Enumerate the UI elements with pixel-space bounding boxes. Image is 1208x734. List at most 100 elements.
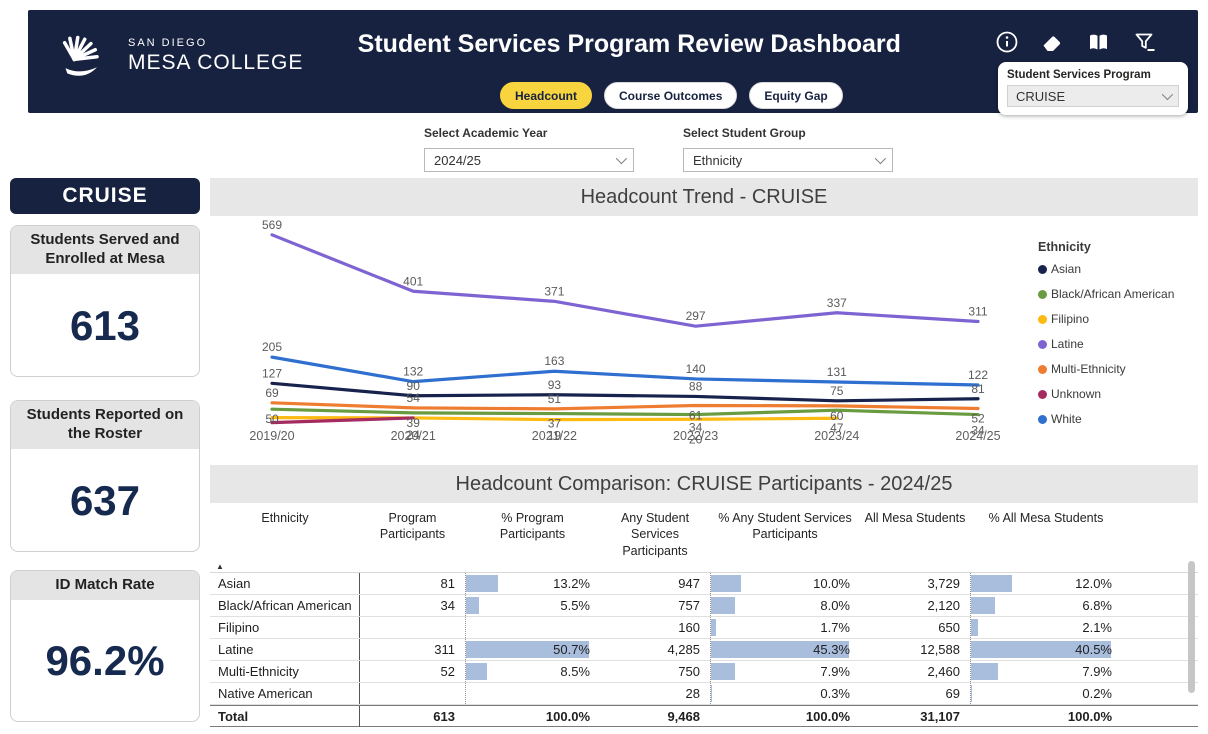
- column-header--any-student-services-participants[interactable]: % Any Student Services Participants: [718, 511, 852, 542]
- data-label: 34: [971, 424, 985, 438]
- cell-value: 7.9%: [710, 660, 860, 682]
- cell-value: 757: [600, 595, 710, 616]
- legend-item-multi-ethnicity[interactable]: Multi-Ethnicity: [1038, 362, 1196, 376]
- cell-value: 13.2%: [465, 572, 600, 594]
- column-header-all-mesa-students[interactable]: All Mesa Students: [864, 511, 966, 525]
- student-group-dropdown[interactable]: Ethnicity: [683, 148, 893, 172]
- headcount-trend-panel: Headcount Trend - CRUISE 569 205 127 69 50 20…: [210, 178, 1198, 458]
- cell-text: Multi-Ethnicity: [218, 663, 299, 679]
- cell-value: 34: [360, 595, 465, 616]
- cell-value: 0.2%: [970, 682, 1122, 704]
- eraser-icon[interactable]: [1039, 30, 1065, 54]
- x-axis-label: 2023/24: [814, 429, 859, 443]
- cell-text: 10.0%: [813, 575, 850, 591]
- chevron-down-icon: [1161, 88, 1174, 101]
- kpi-card-value: 613: [69, 301, 141, 349]
- table-body: Asian 81 13.2% 947 10.0% 3,729 12.0% Black/Afri…: [210, 571, 1198, 727]
- cell-text: 28: [685, 685, 700, 701]
- program-slicer-dropdown[interactable]: CRUISE: [1007, 85, 1179, 107]
- cell-text: 52: [440, 663, 455, 679]
- cell-value: 3,729: [860, 573, 970, 594]
- page-title: Student Services Program Review Dashboar…: [357, 30, 901, 58]
- column-header--all-mesa-students[interactable]: % All Mesa Students: [988, 511, 1104, 525]
- cell-text: 5.5%: [560, 597, 590, 613]
- cell-text: 12,588: [920, 641, 960, 657]
- filter-icon[interactable]: [1132, 30, 1158, 54]
- tab-course-outcomes[interactable]: Course Outcomes: [604, 82, 738, 109]
- cell-text: Asian: [218, 575, 251, 591]
- cell-value: 8.5%: [465, 660, 600, 682]
- cell-text: 613: [433, 708, 455, 724]
- tab-headcount[interactable]: Headcount: [500, 82, 593, 109]
- legend-dot: [1038, 264, 1047, 274]
- data-label: 205: [262, 340, 282, 354]
- cell-value: 28: [600, 683, 710, 704]
- cell-text: 9,468: [667, 708, 700, 724]
- cell-value: 2,120: [860, 595, 970, 616]
- cell-text: 6.8%: [1082, 597, 1112, 613]
- cell-text: 50.7%: [553, 641, 590, 657]
- row-label: Multi-Ethnicity: [210, 660, 360, 682]
- table-scrollbar[interactable]: [1188, 561, 1195, 693]
- cell-text: 8.5%: [560, 663, 590, 679]
- cell-text: 100.0%: [545, 708, 590, 724]
- chevron-down-icon: [615, 152, 628, 165]
- legend-item-asian[interactable]: Asian: [1038, 262, 1196, 276]
- cell-text: 69: [945, 685, 960, 701]
- data-bar: [971, 574, 1012, 592]
- cell-value: 31,107: [860, 706, 970, 727]
- series-line-filipino: [270, 416, 839, 422]
- row-label: Total: [210, 705, 360, 727]
- data-label: 47: [830, 421, 844, 435]
- legend-dot: [1038, 339, 1047, 349]
- cell-value: 100.0%: [970, 706, 1122, 727]
- book-icon[interactable]: [1085, 30, 1112, 54]
- legend-item-filipino[interactable]: Filipino: [1038, 312, 1196, 326]
- legend-item-white[interactable]: White: [1038, 412, 1196, 426]
- filter-row: Select Academic Year 2024/25 Select Stud…: [0, 126, 1208, 176]
- cell-text: 757: [678, 597, 700, 613]
- legend-label: Latine: [1051, 337, 1084, 351]
- data-label: 51: [548, 392, 562, 406]
- data-bar: [971, 662, 998, 680]
- table-title: Headcount Comparison: CRUISE Participant…: [210, 465, 1198, 503]
- column-header-ethnicity[interactable]: Ethnicity: [261, 511, 309, 525]
- data-label: 127: [262, 366, 282, 380]
- chart-legend: Ethnicity Asian Black/African American Fil…: [1038, 240, 1196, 437]
- column-header-program-participants[interactable]: Program Participants: [379, 511, 446, 542]
- cell-text: 2,460: [927, 663, 960, 679]
- data-label: 311: [968, 305, 987, 319]
- data-bar: [466, 662, 487, 680]
- series-line-asian: [270, 381, 980, 403]
- legend-item-latine[interactable]: Latine: [1038, 337, 1196, 351]
- cell-text: 0.2%: [1082, 685, 1112, 701]
- tab-equity-gap[interactable]: Equity Gap: [749, 82, 843, 109]
- data-label: 131: [827, 365, 847, 379]
- program-slicer-value: CRUISE: [1016, 88, 1066, 104]
- data-label: 93: [548, 378, 562, 392]
- student-group-label: Select Student Group: [683, 126, 806, 140]
- info-icon[interactable]: [995, 30, 1019, 54]
- cell-text: 12.0%: [1075, 575, 1112, 591]
- column-header-any-student-services-participants[interactable]: Any Student Services Participants: [620, 511, 690, 558]
- data-label: 19: [548, 429, 562, 443]
- data-bar: [711, 684, 712, 702]
- data-label: 39: [407, 416, 421, 430]
- data-bar: [971, 640, 1111, 658]
- cell-value: 750: [600, 661, 710, 682]
- legend-dot: [1038, 364, 1047, 374]
- column-header--program-participants[interactable]: % Program Participants: [499, 511, 566, 542]
- legend-dot: [1038, 314, 1047, 324]
- legend-label: Filipino: [1051, 312, 1090, 326]
- data-label: 88: [689, 379, 703, 393]
- kpi-card: ID Match Rate 96.2%: [10, 570, 200, 722]
- legend-item-unknown[interactable]: Unknown: [1038, 387, 1196, 401]
- data-label: 52: [971, 412, 985, 426]
- headcount-comparison-panel: Headcount Comparison: CRUISE Participant…: [210, 465, 1198, 727]
- cell-value: 8.0%: [710, 594, 860, 616]
- legend-item-black-african-american[interactable]: Black/African American: [1038, 287, 1196, 301]
- cell-text: 100.0%: [805, 708, 850, 724]
- academic-year-dropdown[interactable]: 2024/25: [424, 148, 634, 172]
- data-bar: [971, 618, 978, 636]
